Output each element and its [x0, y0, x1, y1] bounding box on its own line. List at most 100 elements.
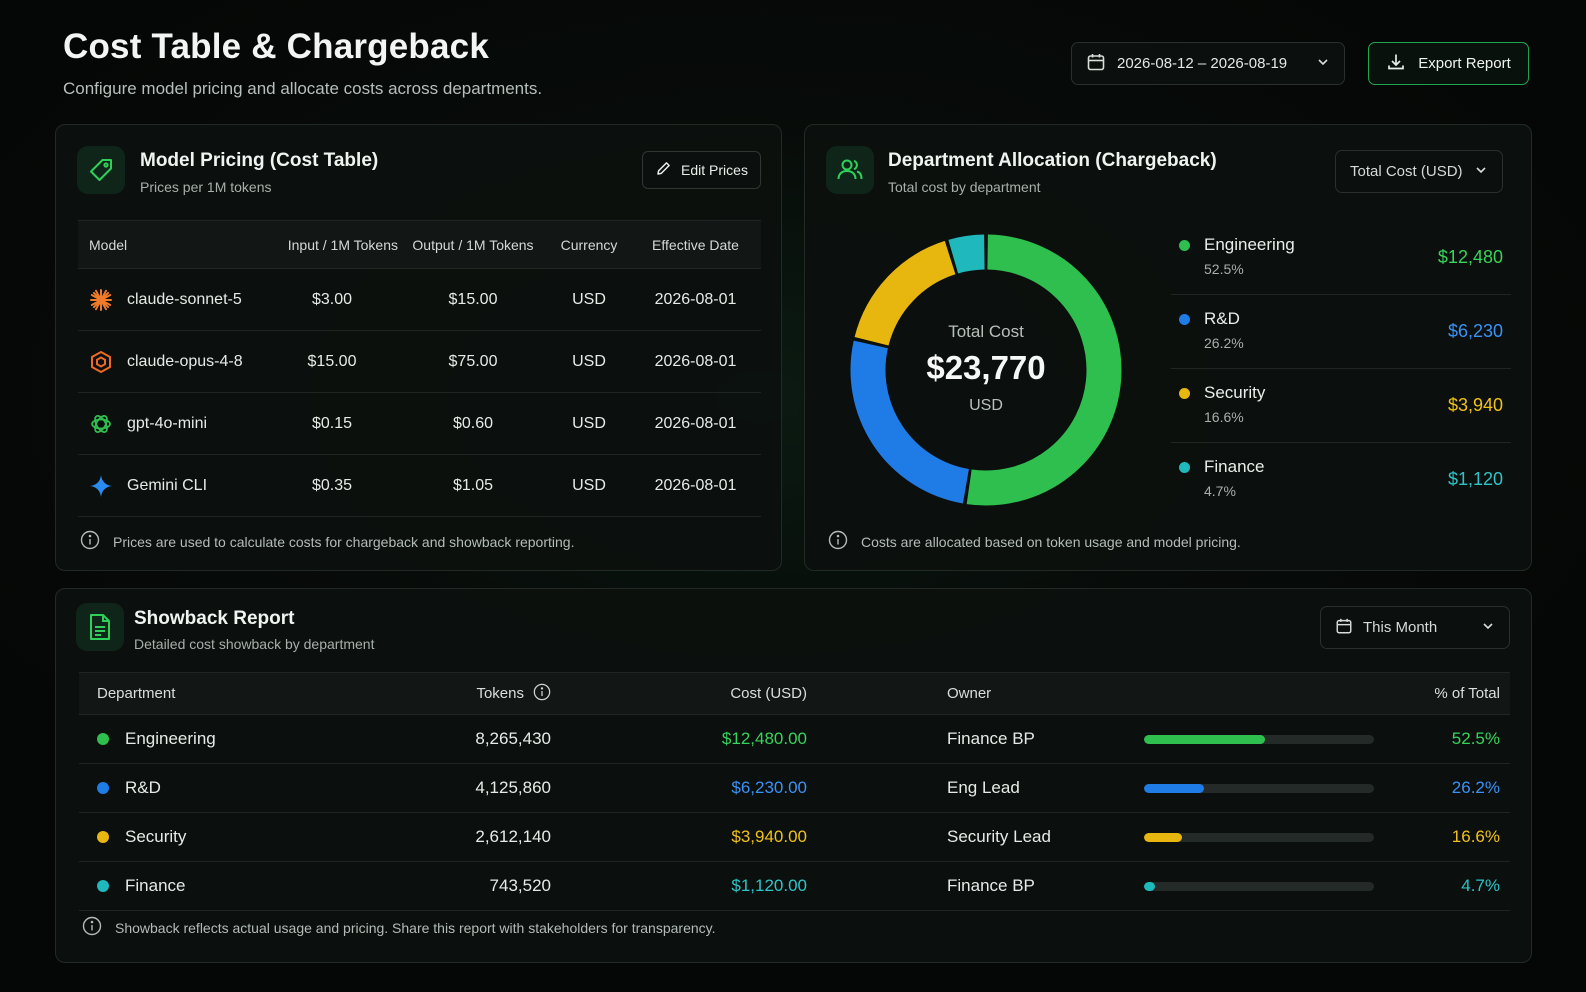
allocation-note: Costs are allocated based on token usage… — [828, 530, 1241, 553]
column-header-cost: Cost (USD) — [730, 685, 807, 702]
effective-date: 2026-08-01 — [654, 352, 737, 370]
currency: USD — [572, 414, 606, 432]
percent-bar-fill — [1144, 734, 1265, 744]
showback-title: Showback Report — [134, 608, 295, 629]
users-icon — [826, 146, 874, 194]
column-header-input: Input / 1M Tokens — [287, 236, 398, 253]
page-title: Cost Table & Chargeback — [63, 27, 490, 66]
pencil-icon — [655, 160, 672, 180]
legend-item-engineering[interactable]: Engineering 52.5% $12,480 — [1171, 221, 1511, 295]
legend-value: $3,940 — [1447, 395, 1503, 415]
input-price: $15.00 — [307, 352, 357, 370]
pricing-table-header: Model Input / 1M Tokens Output / 1M Toke… — [78, 220, 761, 269]
column-header-owner: Owner — [947, 685, 992, 702]
calendar-icon — [1086, 52, 1106, 76]
sunburst-icon — [89, 288, 113, 312]
owner-name: Eng Lead — [947, 778, 1020, 797]
model-name: claude-sonnet-5 — [127, 290, 242, 308]
table-row[interactable]: claude-sonnet-5 $3.00 $15.00 USD 2026-08… — [78, 269, 761, 331]
legend-percent: 52.5% — [1204, 261, 1244, 277]
donut-center: Total Cost $23,770 USD — [841, 225, 1131, 515]
info-icon[interactable] — [533, 683, 551, 705]
model-name: Gemini CLI — [127, 476, 208, 494]
metric-select[interactable]: Total Cost (USD) — [1335, 150, 1503, 193]
showback-note: Showback reflects actual usage and prici… — [82, 916, 716, 939]
knot-icon — [89, 412, 113, 436]
document-icon — [76, 603, 124, 651]
export-report-button[interactable]: Export Report — [1368, 42, 1529, 85]
allocation-subtitle: Total cost by department — [888, 179, 1041, 195]
percent-value: 16.6% — [1451, 827, 1500, 846]
legend-value: $1,120 — [1447, 469, 1503, 489]
table-row[interactable]: Gemini CLI $0.35 $1.05 USD 2026-08-01 — [78, 455, 761, 517]
donut-slice-rd[interactable] — [850, 340, 970, 504]
showback-note-text: Showback reflects actual usage and prici… — [115, 919, 716, 936]
tokens-value: 8,265,430 — [475, 729, 551, 748]
donut-slice-engineering[interactable] — [966, 234, 1122, 506]
info-icon — [828, 530, 848, 553]
tokens-value: 2,612,140 — [475, 827, 551, 846]
legend-percent: 4.7% — [1204, 483, 1236, 499]
calendar-icon — [1335, 617, 1353, 639]
date-range-picker[interactable]: 2026-08-12 – 2026-08-19 — [1071, 42, 1345, 85]
export-report-label: Export Report — [1418, 55, 1511, 72]
department-dot — [97, 782, 109, 794]
edit-prices-label: Edit Prices — [681, 162, 748, 178]
column-header-effective-date: Effective Date — [652, 236, 739, 253]
metric-select-value: Total Cost (USD) — [1350, 163, 1463, 180]
cost-value: $1,120.00 — [731, 876, 807, 895]
column-header-percent: % of Total — [1434, 685, 1500, 702]
pricing-table: Model Input / 1M Tokens Output / 1M Toke… — [78, 220, 761, 517]
legend-dot — [1179, 462, 1190, 473]
chevron-down-icon — [1474, 163, 1488, 181]
legend-item-rnd[interactable]: R&D 26.2% $6,230 — [1171, 295, 1511, 369]
legend-dot — [1179, 388, 1190, 399]
department-name: Finance — [125, 876, 186, 895]
edit-prices-button[interactable]: Edit Prices — [642, 151, 761, 189]
table-row[interactable]: Engineering 8,265,430 $12,480.00 Finance… — [79, 715, 1510, 764]
pricing-title: Model Pricing (Cost Table) — [140, 150, 379, 171]
download-icon — [1386, 52, 1406, 76]
department-allocation-card: Department Allocation (Chargeback) Total… — [804, 124, 1532, 571]
table-row[interactable]: gpt-4o-mini $0.15 $0.60 USD 2026-08-01 — [78, 393, 761, 455]
column-header-tokens-label: Tokens — [476, 685, 524, 702]
pricing-subtitle: Prices per 1M tokens — [140, 179, 272, 195]
percent-bar — [1144, 783, 1374, 793]
table-row[interactable]: Finance 743,520 $1,120.00 Finance BP 4.7… — [79, 862, 1510, 911]
legend-item-finance[interactable]: Finance 4.7% $1,120 — [1171, 443, 1511, 517]
effective-date: 2026-08-01 — [654, 414, 737, 432]
table-row[interactable]: claude-opus-4-8 $15.00 $75.00 USD 2026-0… — [78, 331, 761, 393]
owner-name: Finance BP — [947, 876, 1035, 895]
period-select[interactable]: This Month — [1320, 606, 1510, 649]
date-range-value: 2026-08-12 – 2026-08-19 — [1117, 55, 1288, 72]
showback-report-card: Showback Report Detailed cost showback b… — [55, 588, 1532, 963]
department-dot — [97, 831, 109, 843]
showback-table: Department Tokens Cost (USD) Owner % of … — [79, 672, 1510, 911]
percent-value: 26.2% — [1451, 778, 1500, 797]
table-row[interactable]: R&D 4,125,860 $6,230.00 Eng Lead 26.2% — [79, 764, 1510, 813]
donut-slice-security[interactable] — [854, 240, 956, 346]
department-dot — [97, 880, 109, 892]
percent-bar — [1144, 832, 1374, 842]
input-price: $0.35 — [311, 476, 353, 494]
percent-bar-fill — [1144, 881, 1155, 891]
hexagon-icon — [89, 350, 113, 374]
percent-value: 4.7% — [1461, 876, 1500, 895]
output-price: $15.00 — [448, 290, 498, 308]
tokens-value: 743,520 — [489, 876, 551, 895]
percent-bar — [1144, 734, 1374, 744]
owner-name: Security Lead — [947, 827, 1051, 846]
legend-item-security[interactable]: Security 16.6% $3,940 — [1171, 369, 1511, 443]
output-price: $75.00 — [448, 352, 498, 370]
percent-value: 52.5% — [1451, 729, 1500, 748]
legend-percent: 26.2% — [1204, 335, 1244, 351]
table-row[interactable]: Security 2,612,140 $3,940.00 Security Le… — [79, 813, 1510, 862]
output-price: $0.60 — [452, 414, 494, 432]
model-name: gpt-4o-mini — [127, 414, 208, 432]
legend-dot — [1179, 240, 1190, 251]
department-name: Engineering — [125, 729, 216, 748]
column-header-model: Model — [89, 236, 128, 253]
sparkle-icon — [89, 474, 113, 498]
donut-slice-finance[interactable] — [948, 234, 986, 274]
total-cost-value: $23,770 — [926, 348, 1046, 386]
